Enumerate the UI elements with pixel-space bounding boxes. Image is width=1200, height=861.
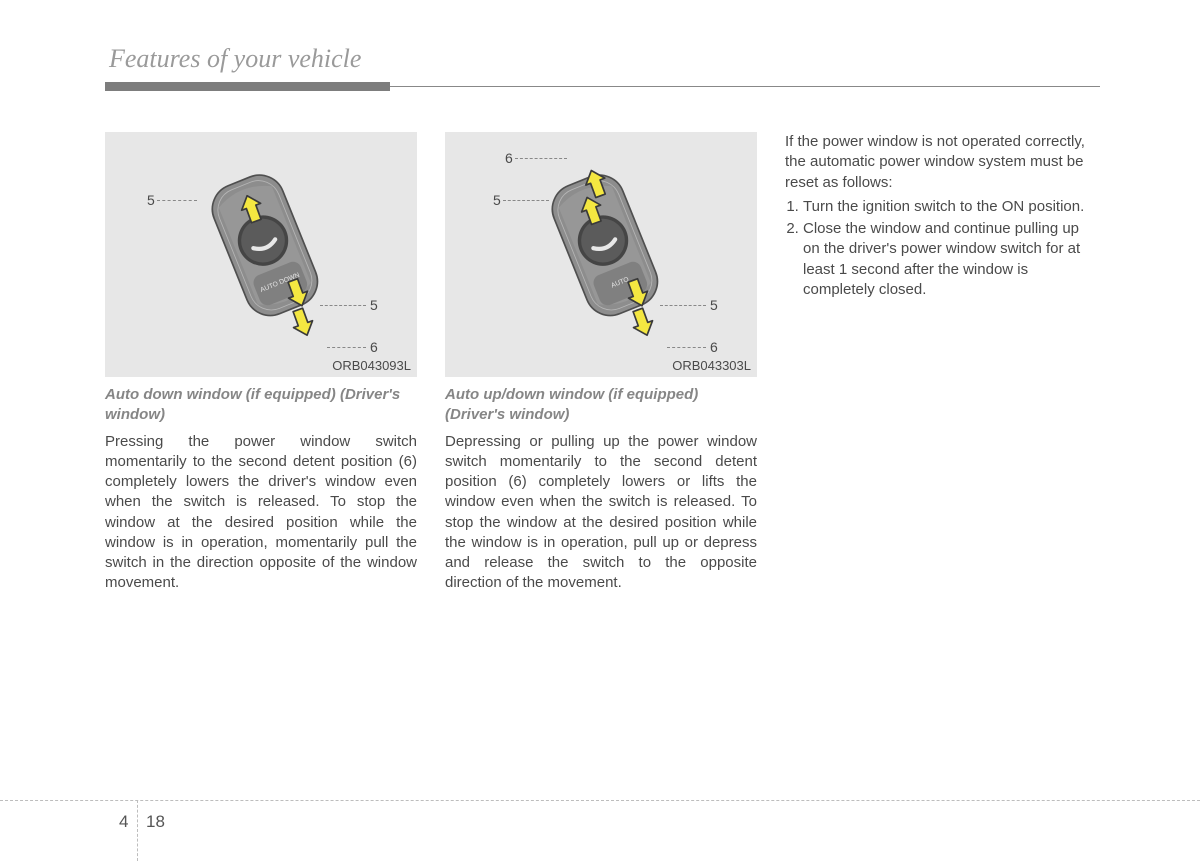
figure-auto-up-down: AUTO 6 5 5 6 ORB043303L: [445, 132, 757, 377]
callout-5-upper: 5: [493, 192, 501, 208]
column-3: If the power window is not operated corr…: [785, 132, 1097, 594]
subhead-auto-up-down: Auto up/down window (if equipped) (Drive…: [445, 385, 757, 426]
switch-diagram-auto-down: AUTO DOWN: [185, 157, 370, 342]
callout-5-mid: 5: [710, 297, 718, 313]
leader: [667, 347, 706, 348]
switch-diagram-auto-up-down: AUTO: [525, 157, 710, 342]
column-1: AUTO DOWN 5 5 6 ORB043093L Auto down win…: [105, 132, 417, 594]
footer-vertical-dash: [137, 800, 138, 861]
callout-6-low: 6: [370, 339, 378, 355]
body-auto-up-down: Depressing or pulling up the power windo…: [445, 432, 757, 594]
column-2: AUTO 6 5 5 6 ORB043303L: [445, 132, 757, 594]
callout-5-upper: 5: [147, 192, 155, 208]
page-chapter-number: 4: [119, 812, 128, 832]
callout-6-top: 6: [505, 150, 513, 166]
reset-procedure: If the power window is not operated corr…: [785, 132, 1097, 300]
footer-dashed-line: [0, 800, 1200, 801]
leader: [660, 305, 706, 306]
leader: [503, 200, 549, 201]
title-rule: [105, 82, 1100, 94]
body-auto-down: Pressing the power window switch momenta…: [105, 432, 417, 594]
leader: [320, 305, 366, 306]
chapter-title: Features of your vehicle: [105, 44, 1100, 74]
page-number: 18: [146, 812, 165, 832]
leader: [157, 200, 197, 201]
leader: [327, 347, 366, 348]
callout-6-low: 6: [710, 339, 718, 355]
leader: [515, 158, 567, 159]
figure-id: ORB043093L: [332, 358, 411, 373]
reset-step-1: Turn the ignition switch to the ON posit…: [803, 197, 1097, 217]
callout-5-mid: 5: [370, 297, 378, 313]
reset-intro: If the power window is not operated corr…: [785, 133, 1085, 191]
figure-id: ORB043303L: [672, 358, 751, 373]
subhead-auto-down: Auto down window (if equipped) (Driver's…: [105, 385, 417, 426]
reset-step-2: Close the window and continue pulling up…: [803, 219, 1097, 300]
figure-auto-down: AUTO DOWN 5 5 6 ORB043093L: [105, 132, 417, 377]
